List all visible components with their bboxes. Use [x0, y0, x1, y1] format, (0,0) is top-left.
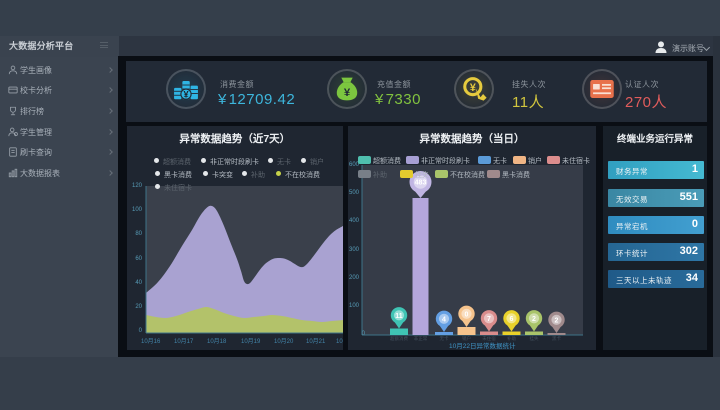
svg-text:11: 11 — [395, 313, 403, 320]
svg-text:¥: ¥ — [183, 89, 189, 99]
svg-text:¥: ¥ — [470, 82, 476, 94]
svg-text:483: 483 — [415, 180, 427, 187]
svg-text:2: 2 — [555, 317, 559, 324]
svg-text:¥: ¥ — [344, 87, 351, 99]
svg-text:2: 2 — [532, 316, 536, 323]
svg-text:7: 7 — [487, 316, 491, 323]
svg-text:0: 0 — [465, 311, 469, 318]
svg-text:4: 4 — [442, 316, 446, 323]
svg-text:6: 6 — [510, 316, 514, 323]
